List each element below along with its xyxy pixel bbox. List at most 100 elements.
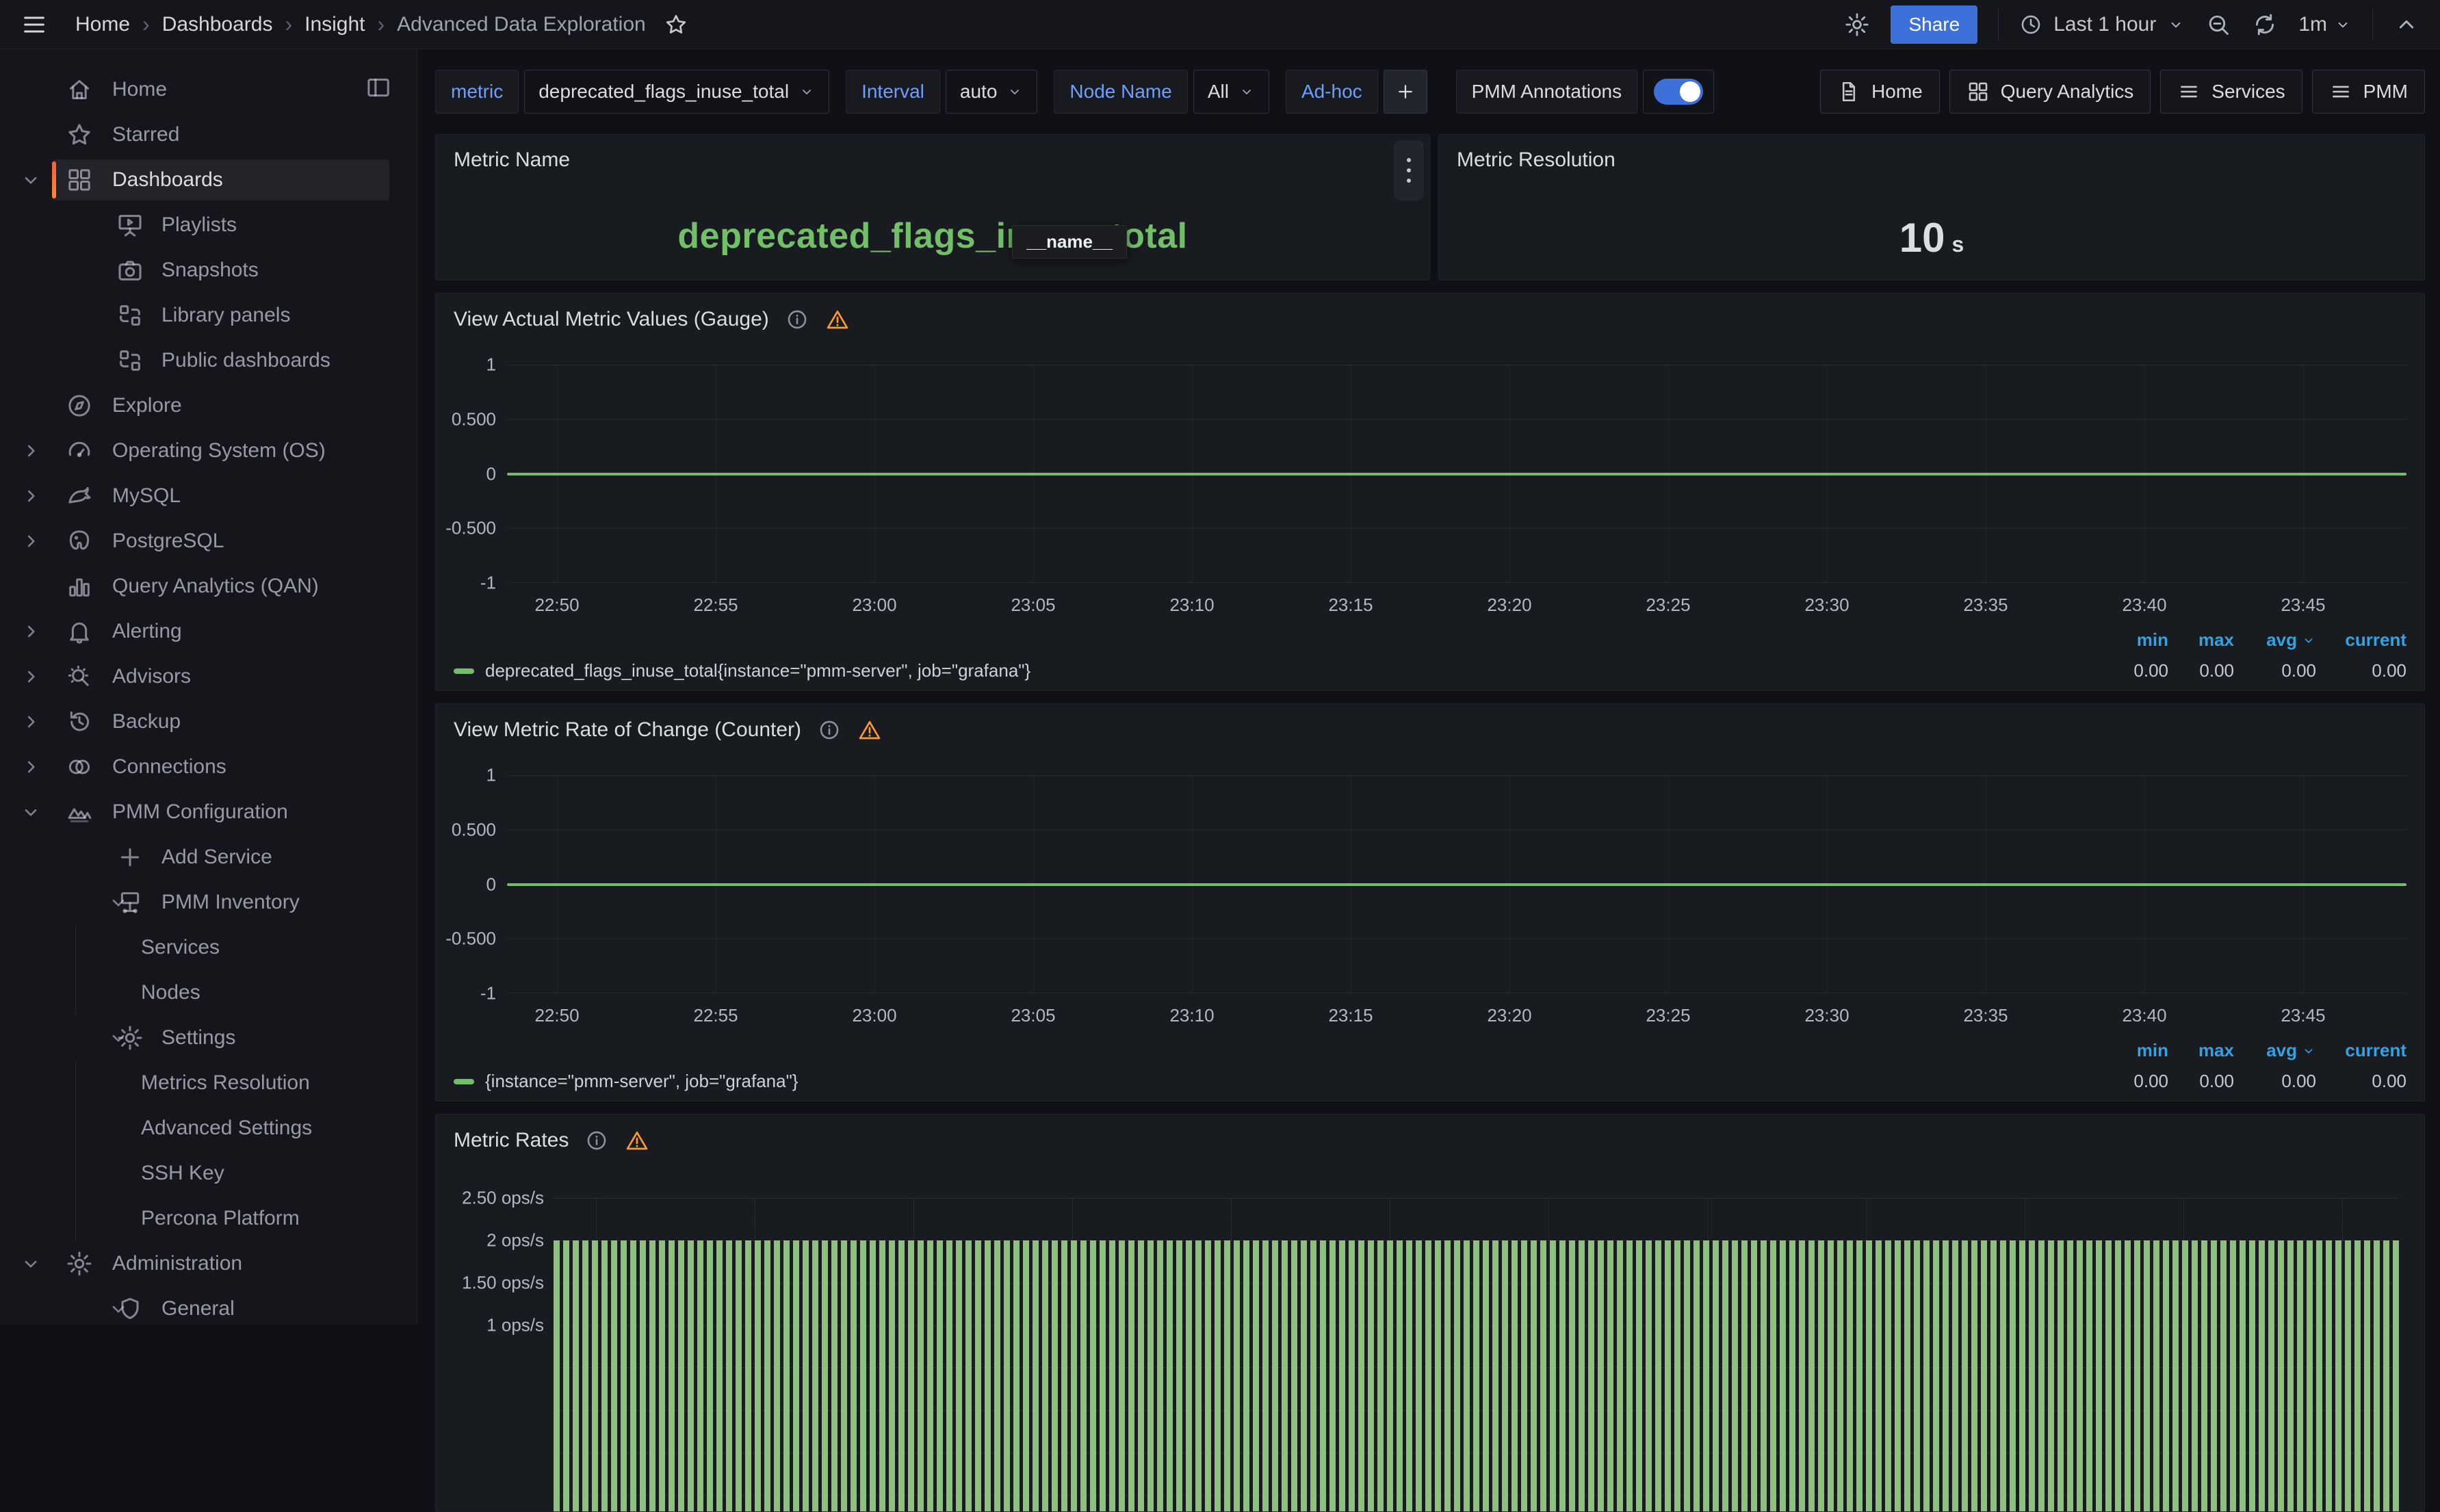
pmm-annotations-toggle[interactable] xyxy=(1643,70,1714,114)
variable-value-dropdown[interactable]: deprecated_flags_inuse_total xyxy=(524,70,829,114)
sidebar-item-advisors[interactable]: Advisors xyxy=(0,654,417,699)
breadcrumb-item[interactable]: Home xyxy=(75,13,130,36)
warning-icon[interactable] xyxy=(625,1128,649,1153)
nav-button-home[interactable]: Home xyxy=(1820,70,1940,114)
x-axis-tick: 23:10 xyxy=(1169,595,1214,616)
breadcrumb-item[interactable]: Insight xyxy=(304,13,365,36)
sidebar-item-postgresql[interactable]: PostgreSQL xyxy=(0,519,417,564)
star-dashboard-icon[interactable] xyxy=(664,12,688,37)
panel-title[interactable]: Metric Resolution xyxy=(1457,148,1615,172)
legend-sort-current[interactable]: current xyxy=(2316,629,2406,651)
sidebar-item-dashboards[interactable]: Dashboards xyxy=(0,157,417,203)
legend-sort-current[interactable]: current xyxy=(2316,1040,2406,1061)
y-axis-tick: -0.500 xyxy=(445,518,496,539)
refresh-interval-picker[interactable]: 1m xyxy=(2298,13,2352,36)
legend-sort-avg[interactable]: avg xyxy=(2234,1040,2316,1061)
sidebar-item-connections[interactable]: Connections xyxy=(0,744,417,790)
panel-gauge: View Actual Metric Values (Gauge) 1 0.500… xyxy=(435,293,2425,691)
sidebar-item-advanced-settings[interactable]: Advanced Settings xyxy=(0,1106,417,1151)
sidebar-item-mysql[interactable]: MySQL xyxy=(0,473,417,519)
zoom-out-time-icon[interactable] xyxy=(2205,12,2231,38)
legend-sort-max[interactable]: max xyxy=(2168,1040,2234,1061)
add-filter-button[interactable] xyxy=(1384,70,1427,114)
sidebar-item-playlists[interactable]: Playlists xyxy=(0,203,417,248)
legend-series[interactable]: deprecated_flags_inuse_total{instance="p… xyxy=(454,660,1030,681)
sidebar-item-backup[interactable]: Backup xyxy=(0,699,417,744)
refresh-icon[interactable] xyxy=(2252,12,2278,38)
x-axis-tick: 23:40 xyxy=(2122,1005,2166,1026)
sidebar-item-add-service[interactable]: Add Service xyxy=(0,835,417,880)
sidebar-item-administration[interactable]: Administration xyxy=(0,1241,417,1286)
sidebar-item-starred[interactable]: Starred xyxy=(0,112,417,157)
warning-icon[interactable] xyxy=(825,307,850,332)
sidebar-item-query-analytics-qan-[interactable]: Query Analytics (QAN) xyxy=(0,564,417,609)
sidebar-item-library-panels[interactable]: Library panels xyxy=(0,293,417,338)
info-icon[interactable] xyxy=(786,308,809,331)
hamburger-menu-icon[interactable] xyxy=(21,11,48,38)
sidebar-item-settings[interactable]: Settings xyxy=(0,1015,417,1060)
sidebar-item-label: Explore xyxy=(0,394,182,417)
variable-value-dropdown[interactable]: All xyxy=(1193,70,1269,114)
sidebar-item-services[interactable]: Services xyxy=(0,925,417,970)
panel-title[interactable]: View Metric Rate of Change (Counter) xyxy=(454,718,882,742)
x-axis-tick: 23:20 xyxy=(1487,1005,1531,1026)
variable-value-dropdown[interactable]: auto xyxy=(946,70,1038,114)
sidebar-item-alerting[interactable]: Alerting xyxy=(0,609,417,654)
warning-icon[interactable] xyxy=(857,718,882,742)
sidebar-item-public-dashboards[interactable]: Public dashboards xyxy=(0,338,417,383)
x-axis-tick: 23:25 xyxy=(1646,1005,1690,1026)
legend-stat-value: 0.00 xyxy=(2234,1071,2316,1092)
panel-title[interactable]: Metric Name xyxy=(454,148,570,172)
chevron-down-icon xyxy=(2301,1043,2316,1058)
panel-title[interactable]: Metric Rates xyxy=(454,1128,649,1153)
variable-value: deprecated_flags_inuse_total xyxy=(538,81,789,103)
chevron-down-icon xyxy=(2301,633,2316,648)
y-axis-tick: 1 xyxy=(486,354,496,376)
active-indicator xyxy=(52,161,56,198)
sidebar-item-label: Backup xyxy=(0,710,181,733)
nav-button-pmm[interactable]: PMM xyxy=(2312,70,2425,114)
sidebar-item-explore[interactable]: Explore xyxy=(0,383,417,428)
legend-sort-avg[interactable]: avg xyxy=(2234,629,2316,651)
series-color-swatch xyxy=(454,1079,474,1084)
legend-sort-max[interactable]: max xyxy=(2168,629,2234,651)
info-icon[interactable] xyxy=(585,1129,608,1152)
info-icon[interactable] xyxy=(818,718,841,742)
pmm-annotations-label: PMM Annotations xyxy=(1456,70,1637,114)
legend-sort-min[interactable]: min xyxy=(2103,1040,2168,1061)
sidebar-item-pmm-inventory[interactable]: PMM Inventory xyxy=(0,880,417,925)
legend-series[interactable]: {instance="pmm-server", job="grafana"} xyxy=(454,1071,799,1092)
y-axis-tick: 2.50 ops/s xyxy=(462,1188,544,1209)
nav-button-services[interactable]: Services xyxy=(2160,70,2302,114)
breadcrumb-item[interactable]: Dashboards xyxy=(162,13,273,36)
sidebar-item-snapshots[interactable]: Snapshots xyxy=(0,248,417,293)
sidebar-item-nodes[interactable]: Nodes xyxy=(0,970,417,1015)
share-button[interactable]: Share xyxy=(1891,5,1977,44)
nav-button-query-analytics[interactable]: Query Analytics xyxy=(1949,70,2151,114)
counter-plot-area[interactable] xyxy=(507,775,2406,993)
sidebar-item-ssh-key[interactable]: SSH Key xyxy=(0,1151,417,1196)
panel-title[interactable]: View Actual Metric Values (Gauge) xyxy=(454,307,850,332)
gauge-plot-area[interactable] xyxy=(507,365,2406,583)
rates-plot-area[interactable] xyxy=(554,1198,2399,1512)
sidebar-item-percona-platform[interactable]: Percona Platform xyxy=(0,1196,417,1241)
y-axis-tick: 0.500 xyxy=(452,408,496,430)
chevron-down-icon xyxy=(1238,83,1255,100)
sidebar-item-pmm-configuration[interactable]: PMM Configuration xyxy=(0,790,417,835)
sidebar-item-metrics-resolution[interactable]: Metrics Resolution xyxy=(0,1060,417,1106)
collapse-toolbar-caret-up-icon[interactable] xyxy=(2393,12,2419,38)
sidebar-item-home[interactable]: Home xyxy=(0,67,417,112)
sidebar-item-operating-system-os-[interactable]: Operating System (OS) xyxy=(0,428,417,473)
legend-sort-min[interactable]: min xyxy=(2103,629,2168,651)
panel-menu-kebab-icon[interactable] xyxy=(1394,140,1424,200)
sidebar-item-general[interactable]: General xyxy=(0,1286,417,1325)
sidebar-item-label: Playlists xyxy=(0,213,237,237)
dashboard-settings-gear-icon[interactable] xyxy=(1844,12,1870,38)
x-axis-tick: 23:20 xyxy=(1487,595,1531,616)
time-range-picker[interactable]: Last 1 hour xyxy=(2019,13,2185,36)
